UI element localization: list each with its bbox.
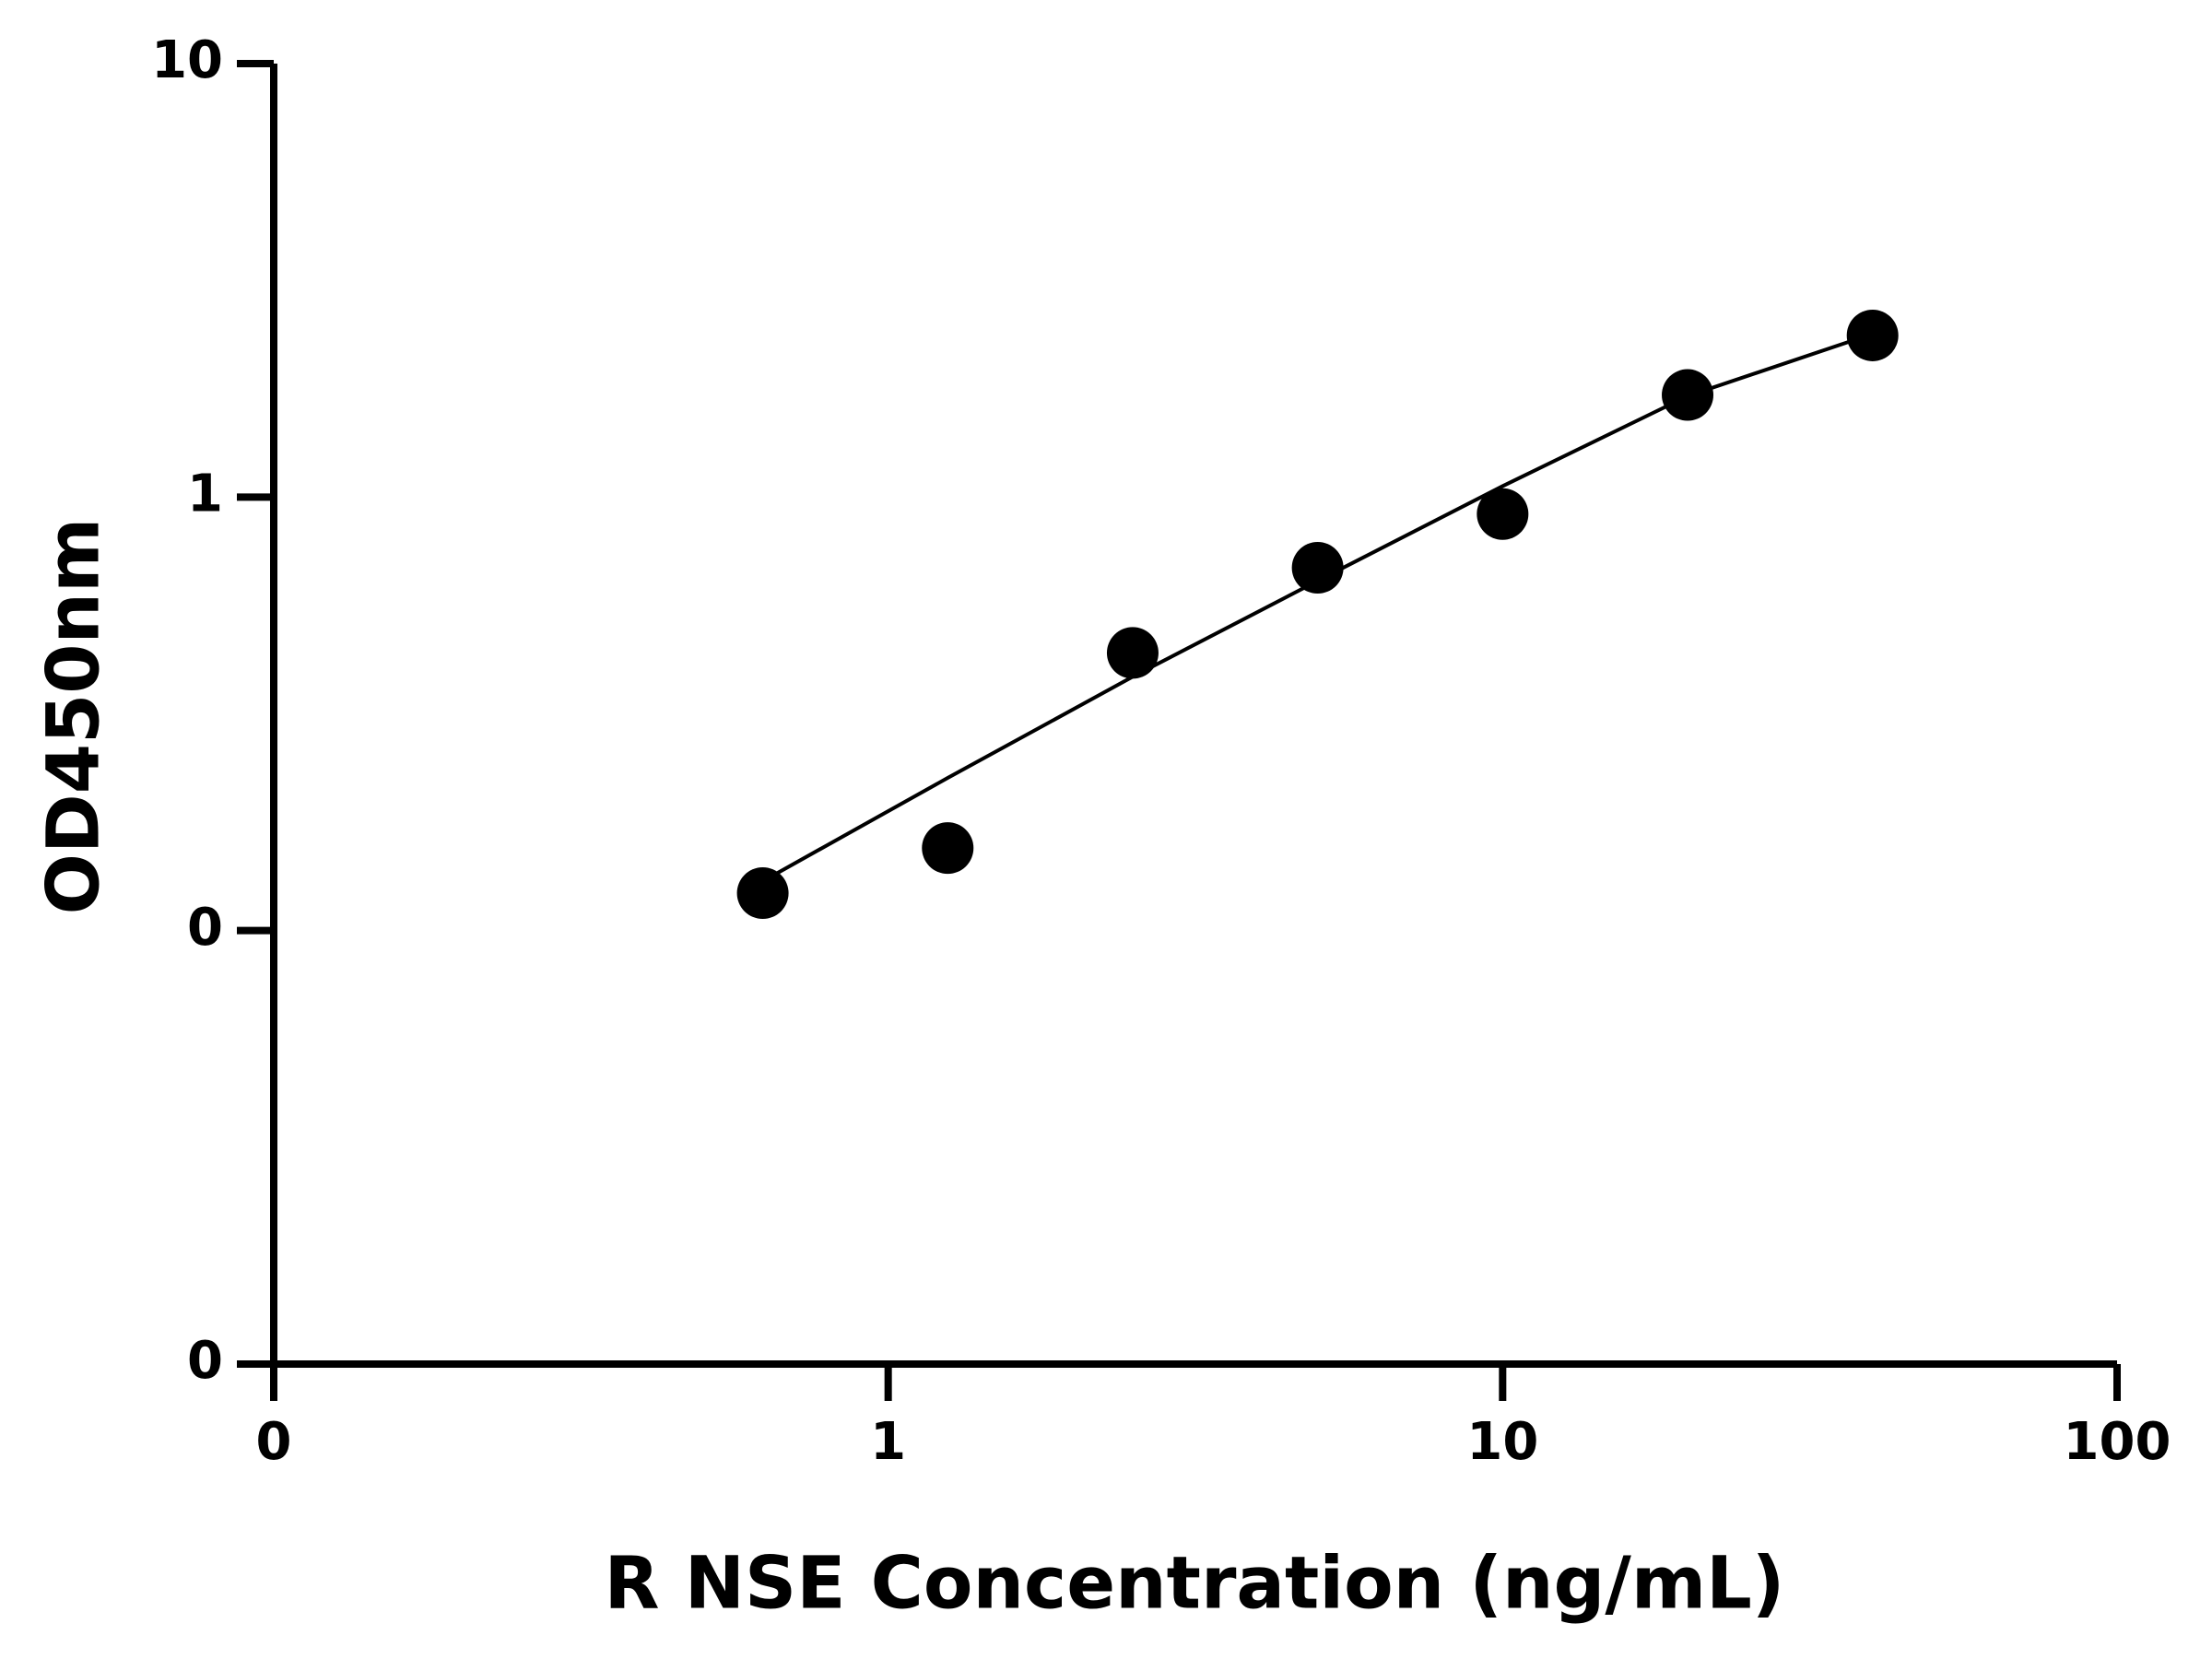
x-tick-label: 1 <box>870 1412 906 1472</box>
fit-line <box>761 332 1874 883</box>
y-tick-label: 10 <box>151 30 223 90</box>
x-tick-label: 0 <box>256 1412 292 1472</box>
y-tick-label: 0 <box>187 1331 223 1391</box>
data-point <box>736 867 789 920</box>
x-axis-title: R NSE Concentration (ng/mL) <box>605 1542 1785 1625</box>
data-point <box>1291 542 1344 594</box>
x-tick-label: 100 <box>2064 1412 2171 1472</box>
data-point <box>922 822 974 875</box>
data-point <box>1106 627 1159 679</box>
y-axis-title: OD450nm <box>32 518 115 915</box>
x-tick-label: 10 <box>1466 1412 1538 1472</box>
y-tick-label: 1 <box>187 464 223 524</box>
y-tick-label: 0 <box>187 898 223 958</box>
data-point <box>1477 488 1529 540</box>
